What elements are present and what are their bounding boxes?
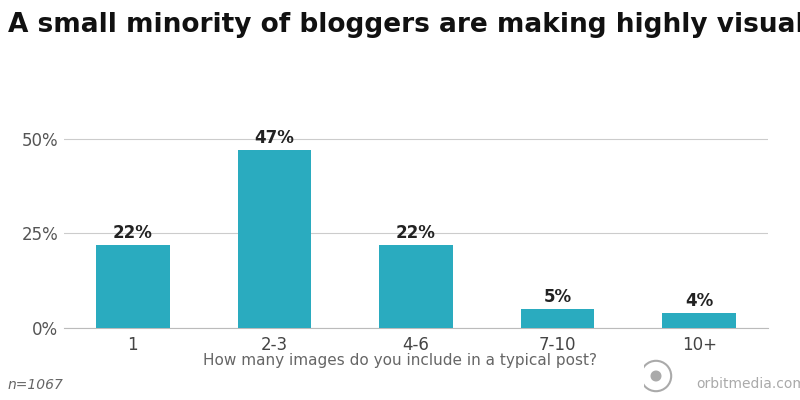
Text: n=1067: n=1067 xyxy=(8,378,64,392)
Text: orbitmedia.com: orbitmedia.com xyxy=(696,377,800,391)
Bar xyxy=(238,150,311,328)
Text: A small minority of bloggers are making highly visual content.: A small minority of bloggers are making … xyxy=(8,12,800,38)
Text: 4%: 4% xyxy=(685,292,714,310)
Circle shape xyxy=(651,371,661,381)
Text: 22%: 22% xyxy=(113,224,153,242)
Bar xyxy=(96,245,170,328)
Text: How many images do you include in a typical post?: How many images do you include in a typi… xyxy=(203,352,597,368)
Bar xyxy=(662,313,736,328)
Text: 22%: 22% xyxy=(396,224,436,242)
Text: 47%: 47% xyxy=(254,129,294,147)
Text: 5%: 5% xyxy=(543,288,572,306)
Bar xyxy=(379,245,453,328)
Bar xyxy=(521,309,594,328)
